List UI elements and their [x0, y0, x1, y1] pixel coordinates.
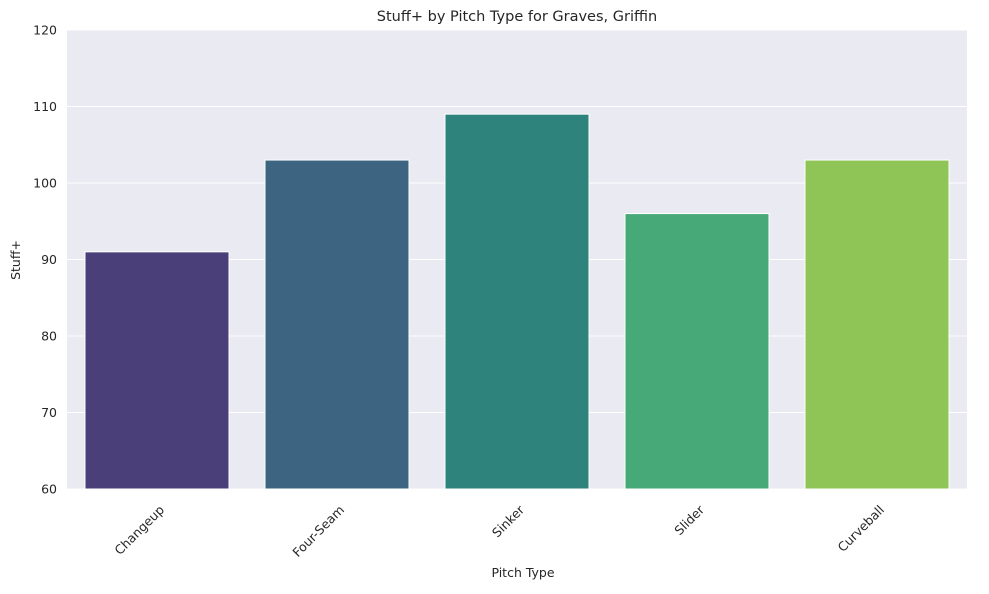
bar-slider [624, 213, 770, 490]
bar-four-seam [264, 159, 410, 490]
x-axis-ticks: Changeup Four-Seam Sinker Slider Curveball [111, 502, 887, 560]
y-tick-label: 100 [33, 176, 57, 191]
chart-title: Stuff+ by Pitch Type for Graves, Griffin [377, 9, 657, 25]
y-tick-label: 110 [33, 99, 57, 114]
y-tick-label: 80 [41, 329, 57, 344]
bar-sinker [444, 113, 590, 490]
bar-curveball [804, 159, 950, 490]
bars [84, 113, 950, 490]
x-tick-label: Four-Seam [289, 502, 347, 560]
x-tick-label: Changeup [111, 502, 167, 558]
x-tick-label: Slider [671, 502, 707, 538]
y-tick-label: 70 [41, 405, 57, 420]
bar-changeup [84, 251, 230, 490]
y-tick-label: 60 [41, 482, 57, 497]
y-axis-ticks: 60 70 80 90 100 110 120 [33, 23, 57, 497]
y-axis-label: Stuff+ [8, 240, 23, 280]
x-axis-label: Pitch Type [491, 565, 554, 580]
x-tick-label: Curveball [834, 502, 887, 555]
y-tick-label: 90 [41, 252, 57, 267]
y-tick-label: 120 [33, 23, 57, 38]
x-tick-label: Sinker [489, 502, 528, 541]
